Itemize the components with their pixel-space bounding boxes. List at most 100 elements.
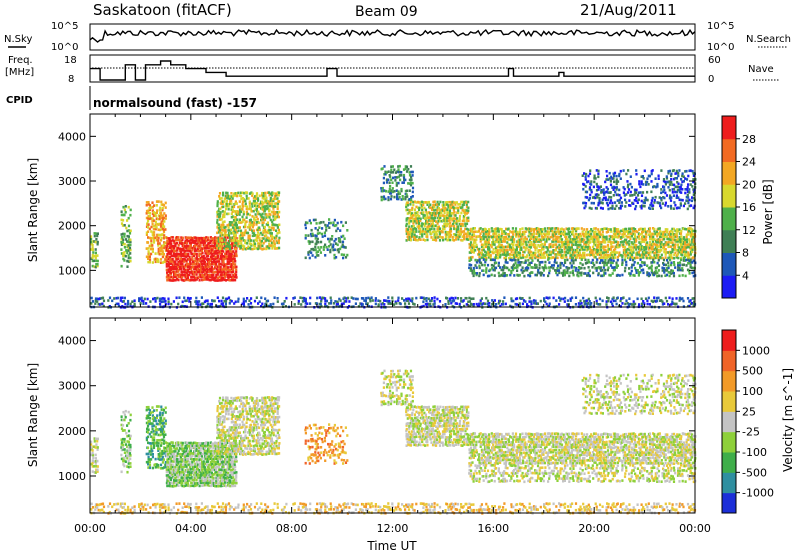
power-cell — [276, 246, 279, 250]
power-cell — [545, 240, 548, 243]
power-cell — [201, 237, 204, 240]
power-cell — [541, 230, 544, 233]
power-cell — [475, 238, 478, 241]
power-cell — [192, 270, 195, 274]
power-cell — [268, 208, 271, 211]
power-cell — [471, 269, 474, 273]
power-cell — [181, 273, 184, 276]
power-cell — [587, 198, 590, 202]
power-cell — [552, 267, 555, 270]
power-cell — [661, 256, 664, 260]
power-cell — [142, 299, 145, 303]
power-cell — [426, 220, 429, 223]
power-cell — [611, 201, 614, 205]
power-cell — [446, 213, 449, 217]
power-cell — [535, 273, 538, 277]
power-cell — [230, 259, 233, 263]
power-cell — [691, 169, 694, 173]
power-cell — [257, 210, 260, 214]
power-cell — [94, 240, 97, 244]
power-cell — [583, 248, 586, 251]
power-cell — [633, 260, 636, 264]
power-cell — [555, 248, 558, 252]
power-cell — [270, 241, 274, 245]
power-cell — [184, 263, 187, 267]
power-cell — [653, 254, 656, 257]
power-cell — [397, 165, 400, 168]
power-cell — [586, 274, 589, 277]
power-cell — [570, 253, 573, 257]
power-cell — [234, 247, 237, 251]
power-cell — [276, 224, 279, 227]
power-cell — [544, 264, 547, 267]
power-cell — [677, 261, 680, 265]
power-cell — [487, 235, 490, 239]
power-cell — [207, 236, 210, 240]
power-cell — [482, 229, 485, 233]
power-cell — [317, 254, 320, 257]
power-cell — [213, 299, 216, 303]
power-cell — [201, 262, 204, 266]
power-cell — [527, 263, 530, 267]
power-cell — [247, 247, 250, 250]
power-cell — [588, 188, 591, 191]
power-cell — [160, 239, 163, 242]
power-cell — [232, 255, 235, 258]
power-cell — [668, 188, 671, 192]
power-cell — [546, 246, 549, 249]
power-cell — [583, 235, 586, 238]
power-cell — [228, 276, 231, 279]
power-cell — [251, 209, 254, 213]
power-cell — [162, 204, 166, 207]
power-cell — [230, 195, 233, 198]
power-cell — [435, 239, 438, 242]
power-cell — [195, 278, 198, 281]
power-cell — [575, 229, 578, 233]
power-cell — [598, 256, 601, 260]
power-cell — [266, 202, 269, 205]
power-cell — [219, 273, 222, 277]
power-cell — [170, 245, 173, 248]
power-cell — [342, 245, 345, 248]
power-cell — [340, 245, 343, 249]
power-cell — [569, 237, 572, 241]
power-cell — [163, 241, 166, 244]
power-cell — [601, 198, 604, 202]
power-cell — [158, 208, 161, 212]
power-cell — [263, 218, 267, 222]
power-cell — [219, 257, 222, 260]
power-cell — [492, 248, 495, 251]
power-cell — [594, 233, 597, 236]
power-cell — [99, 297, 102, 300]
power-cell — [503, 253, 506, 256]
power-cell — [219, 218, 222, 221]
power-cell — [629, 274, 632, 277]
power-cell — [648, 246, 652, 249]
power-cell — [263, 200, 266, 204]
power-cell — [636, 253, 639, 256]
power-cell — [270, 202, 273, 205]
power-cell — [465, 212, 468, 215]
power-cell — [531, 254, 534, 257]
power-cell — [662, 196, 665, 199]
power-cell — [633, 235, 637, 239]
power-cell — [605, 256, 608, 260]
power-cell — [327, 237, 330, 241]
power-cell — [269, 244, 272, 247]
power-cell — [591, 229, 594, 233]
power-cell — [605, 230, 608, 234]
power-cell — [667, 251, 670, 254]
power-cell — [318, 226, 321, 229]
power-cell — [598, 199, 601, 203]
power-cell — [193, 259, 197, 263]
power-cell — [597, 203, 600, 207]
power-cell — [206, 238, 210, 242]
power-cell — [485, 235, 488, 239]
power-cell — [271, 205, 274, 208]
power-cell — [656, 261, 659, 265]
power-cell — [415, 238, 418, 242]
power-cell — [163, 243, 166, 247]
power-cell — [235, 192, 238, 195]
power-cell — [481, 238, 484, 241]
power-cell — [491, 267, 494, 270]
